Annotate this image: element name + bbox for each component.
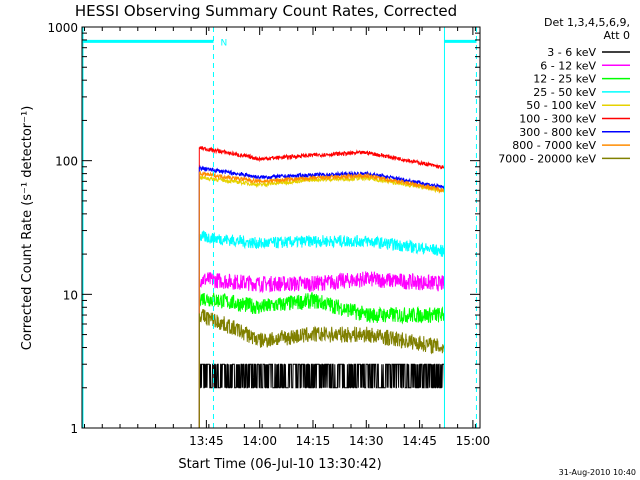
x-tick-label: 14:15 [296,434,331,448]
legend-title-line-1: Det 1,3,4,5,6,9, [544,16,630,29]
x-tick-label: 15:00 [456,434,491,448]
legend-entry-label: 800 - 7000 keV [512,139,596,152]
legend-entry-label: 100 - 300 keV [519,113,596,126]
y-tick-label: 1000 [47,21,78,35]
annotation-layer: N [82,27,477,428]
plot-frame [81,26,481,429]
y-tick-label: 10 [63,288,78,302]
y-tick-label: 1 [70,422,78,436]
legend-entry-label: 50 - 100 keV [526,99,596,112]
axis-ticks: 1 10 100 1000 13:45 14:00 14:15 14:30 14:45 15:00 [47,21,490,448]
series-line-7 [198,170,445,428]
chart-title: HESSI Observing Summary Count Rates, Cor… [75,2,457,20]
attenuator-flag-label: N [220,38,227,48]
legend-entry-label: 7000 - 20000 keV [498,152,596,165]
legend-entry-label: 12 - 25 keV [533,73,596,86]
series-line-2 [198,289,445,428]
y-axis-label: Corrected Count Rate (s⁻¹ detector⁻¹) [20,106,35,351]
x-tick-label: 13:45 [189,434,224,448]
series-line-3 [198,229,445,428]
series-line-4 [198,174,445,428]
series-line-5 [198,146,445,428]
x-tick-label: 14:00 [242,434,277,448]
legend-entry-label: 3 - 6 keV [547,46,596,59]
legend-title-line-2: Att 0 [604,29,630,42]
series-line-1 [198,271,445,428]
legend-entry-label: 25 - 50 keV [533,86,596,99]
y-tick-label: 100 [55,155,78,169]
x-axis-label: Start Time (06-Jul-10 13:30:42) [178,457,381,472]
x-tick-label: 14:30 [349,434,384,448]
series-layer [198,146,445,428]
footer-date: 31-Aug-2010 10:40 [559,468,636,477]
x-tick-label: 14:45 [402,434,437,448]
series-line-6 [198,164,445,428]
legend-entry-label: 300 - 800 keV [519,126,596,139]
legend-entry-label: 6 - 12 keV [540,59,596,72]
series-line-0 [198,363,445,428]
series-line-8 [198,309,445,428]
